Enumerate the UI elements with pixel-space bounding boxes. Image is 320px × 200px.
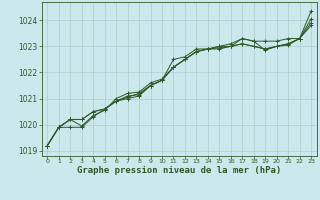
X-axis label: Graphe pression niveau de la mer (hPa): Graphe pression niveau de la mer (hPa) [77,166,281,175]
